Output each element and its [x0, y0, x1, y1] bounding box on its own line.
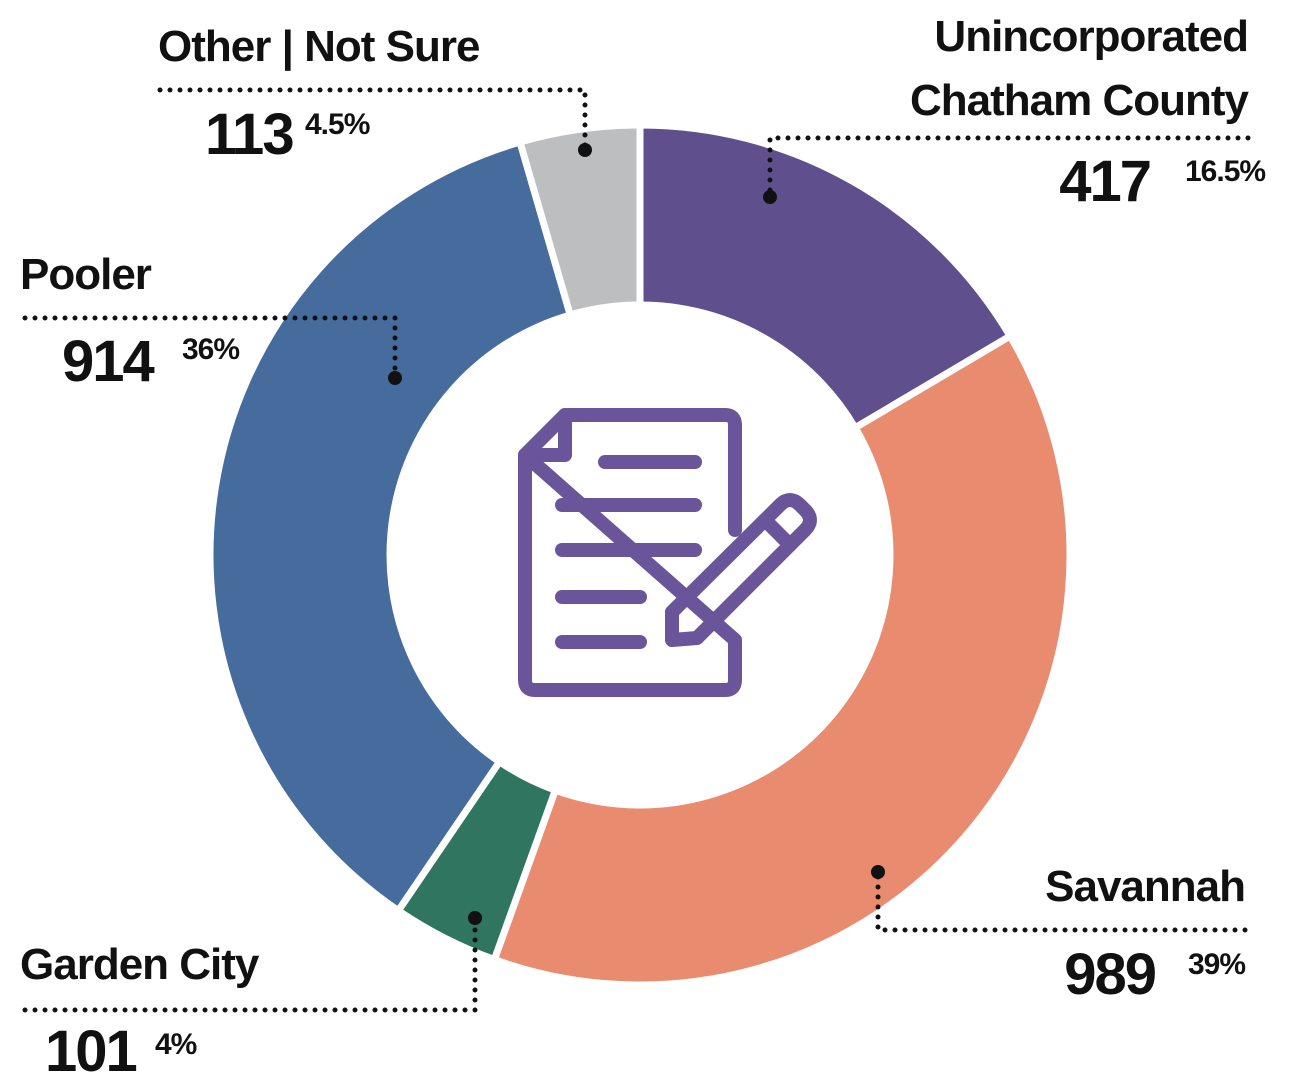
percent-label: 4.5% — [305, 108, 370, 141]
count-label: 914 — [62, 329, 155, 394]
category-label: Pooler — [20, 250, 152, 299]
donut-slice — [206, 137, 575, 916]
category-label: Unincorporated Chatham County — [910, 12, 1249, 125]
document-icon — [518, 408, 817, 697]
leader-line — [22, 915, 478, 1013]
percent-label: 16.5% — [1185, 155, 1266, 188]
category-label: Other | Not Sure — [158, 22, 480, 71]
leader-dot — [871, 865, 885, 879]
count-label: 101 — [45, 1019, 138, 1082]
leader-line — [875, 869, 1248, 933]
percent-label: 39% — [1188, 948, 1246, 981]
leader-dot — [763, 190, 777, 204]
category-label: Garden City — [20, 940, 259, 989]
leader-dot — [578, 143, 592, 157]
donut-slice — [515, 121, 644, 320]
donut-slice — [636, 121, 1015, 433]
leader-line — [157, 87, 588, 153]
leader-dot — [388, 371, 402, 385]
leader-dot — [468, 911, 482, 925]
leader-line — [22, 315, 398, 381]
count-label: 989 — [1064, 942, 1157, 1007]
percent-label: 36% — [182, 333, 240, 366]
leader-line — [767, 135, 1251, 200]
count-label: 113 — [205, 102, 295, 167]
count-label: 417 — [1059, 149, 1152, 214]
donut-slice — [489, 331, 1074, 989]
percent-label: 4% — [155, 1028, 197, 1061]
category-label: Savannah — [1045, 862, 1246, 911]
